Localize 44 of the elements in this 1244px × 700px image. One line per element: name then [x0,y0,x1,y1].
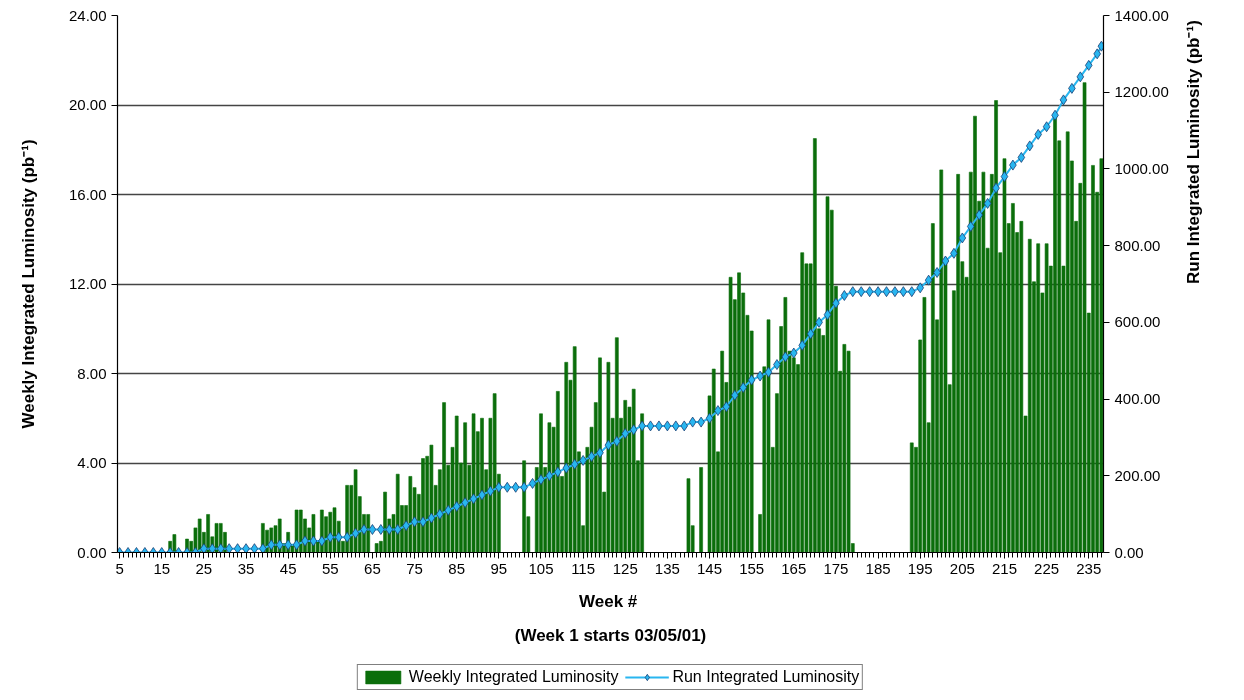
x-tick-label: 95 [490,559,508,577]
x-axis-title: Week # (Week 1 starts 03/05/01) [514,591,707,645]
x-tick-label: 145 [697,559,723,577]
legend-label: Weekly Integrated Luminosity [408,668,619,686]
x-tick-label: 85 [448,559,466,577]
x-tick-label: 65 [364,559,381,577]
y2-tick-label: 400.00 [1114,390,1161,408]
x-tick-label: 5 [115,559,124,577]
y2-axis-title: Run Integrated Luminosity (pb⁻¹) [1184,20,1204,284]
x-tick-label: 115 [571,559,596,577]
y-tick-label: 0.00 [77,543,107,561]
x-tick-label: 55 [321,559,339,577]
y2-tick-label: 1200.00 [1114,83,1169,101]
x-tick-label: 125 [612,559,638,577]
y2-tick-label: 1400.00 [1114,6,1169,24]
x-tick-label: 215 [991,559,1017,577]
x-tick-label: 105 [528,559,554,577]
y-tick-label: 24.00 [68,6,107,24]
x-tick-label: 135 [654,559,680,577]
y2-tick-label: 0.00 [1114,543,1144,561]
y2-tick-label: 600.00 [1114,313,1161,331]
y-tick-label: 4.00 [77,454,107,471]
x-tick-label: 235 [1076,559,1102,577]
y-tick-label: 20.00 [68,96,107,113]
y2-tick-label: 1000.00 [1114,159,1169,177]
x-tick-label: 225 [1034,559,1060,577]
x-tick-label: 205 [949,559,975,577]
y-tick-label: 12.00 [68,275,107,292]
x-tick-label: 75 [406,559,423,577]
x-tick-label: 155 [739,559,765,577]
legend-label: Run Integrated Luminosity [672,668,860,686]
y2-tick-label: 200.00 [1114,466,1161,484]
x-tick-label: 15 [153,559,171,577]
x-tick-label: 35 [237,559,255,577]
y-tick-label: 8.00 [77,364,107,382]
x-tick-label: 185 [865,559,891,577]
x-tick-label: 45 [279,559,297,577]
x-tick-label: 195 [907,559,933,577]
y2-tick-label: 800.00 [1114,236,1161,254]
y-axis-title: Weekly Integrated Luminosity (pb⁻¹) [18,139,38,429]
y-tick-label: 16.00 [68,185,107,203]
x-tick-label: 175 [823,559,849,577]
x-tick-label: 165 [781,559,807,577]
x-tick-label: 25 [195,559,213,577]
